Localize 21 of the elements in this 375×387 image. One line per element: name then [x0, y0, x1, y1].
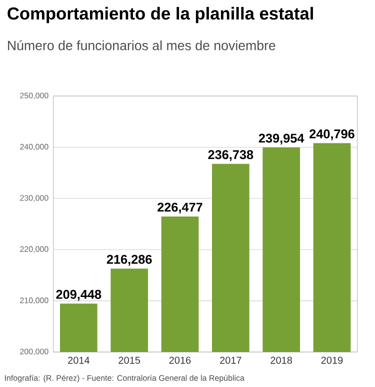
data-label: 209,448 — [56, 290, 102, 301]
chart-subtitle: Número de funcionarios al mes de noviembre — [8, 40, 276, 50]
chart-title: Comportamiento de la planilla estatal — [8, 6, 313, 24]
data-label: 240,796 — [310, 129, 354, 140]
x-tick-label: 2014 — [68, 356, 90, 364]
y-tick-label: 220,000 — [20, 246, 48, 253]
x-tick-label: 2015 — [118, 356, 140, 364]
y-tick-label: 250,000 — [20, 92, 48, 100]
data-label: 239,954 — [258, 134, 304, 145]
data-label: 226,477 — [158, 202, 202, 214]
data-label: 216,286 — [106, 254, 152, 266]
data-label: 236,738 — [208, 150, 254, 161]
x-tick-label: 2016 — [169, 356, 191, 364]
x-tick-label: 2017 — [220, 356, 242, 364]
y-tick-label: 200,000 — [20, 348, 48, 356]
text: Infografía: (R. Pérez) - Fuente: Contraloría General de la República — [5, 374, 244, 382]
x-tick-label: 2018 — [270, 356, 292, 364]
x-tick-label: 2019 — [321, 356, 343, 364]
y-tick-label: 230,000 — [20, 195, 48, 202]
y-tick-label: 210,000 — [20, 298, 48, 304]
y-tick-label: 240,000 — [20, 144, 48, 151]
